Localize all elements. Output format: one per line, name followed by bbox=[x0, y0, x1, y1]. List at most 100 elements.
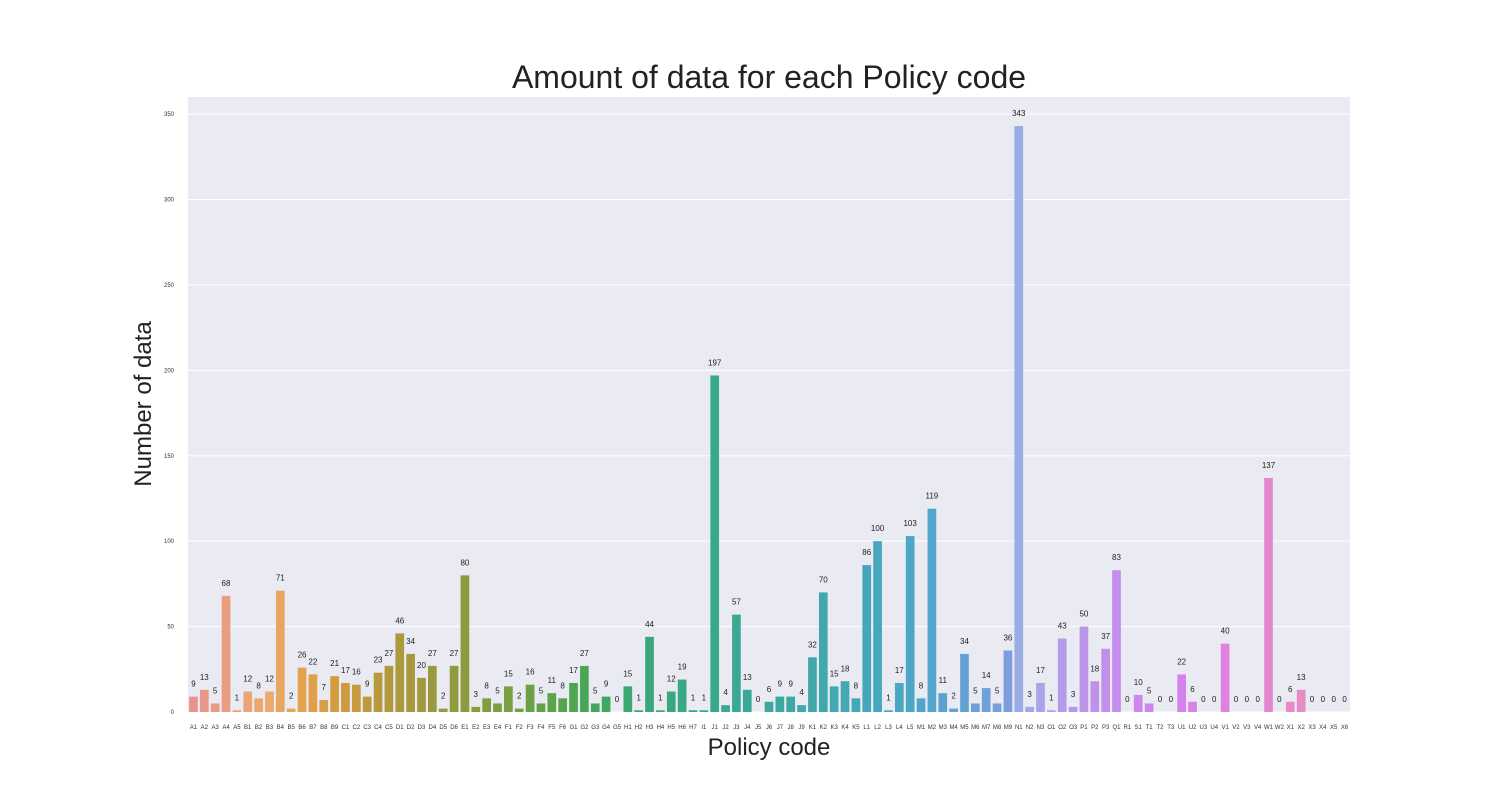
bar-D1 bbox=[395, 633, 405, 712]
x-tick-label-V1: V1 bbox=[1221, 725, 1229, 731]
bar-H4 bbox=[656, 710, 665, 712]
x-tick-label-B3: B3 bbox=[266, 725, 274, 731]
x-tick-label-D2: D2 bbox=[407, 725, 415, 731]
bar-M6 bbox=[970, 703, 980, 712]
x-tick-label-M9: M9 bbox=[1004, 725, 1013, 731]
bar-J7 bbox=[775, 696, 785, 712]
x-tick-label-D3: D3 bbox=[418, 725, 426, 731]
data-label-F5: 11 bbox=[548, 676, 557, 685]
bar-C2 bbox=[351, 684, 361, 712]
data-label-J2: 4 bbox=[723, 688, 728, 697]
bar-I1 bbox=[699, 710, 709, 712]
bar-N3 bbox=[1036, 682, 1045, 712]
bar-H7 bbox=[688, 710, 698, 712]
x-tick-label-A2: A2 bbox=[201, 725, 209, 731]
data-label-C5: 27 bbox=[384, 649, 393, 658]
data-label-U1: 22 bbox=[1177, 657, 1186, 666]
x-tick-label-A4: A4 bbox=[222, 725, 230, 731]
x-tick-label-J9: J9 bbox=[798, 725, 805, 731]
x-tick-label-D5: D5 bbox=[439, 725, 447, 731]
data-label-L4: 17 bbox=[895, 666, 904, 675]
bar-D4 bbox=[428, 665, 437, 712]
data-label-D2: 34 bbox=[406, 637, 415, 646]
x-axis-ticks: A1 A2 A3 A4 A5 B1 B2 B3 B4 B5 B6 B7 B8 B9 C1 C2 C3 C4 C5 D1… bbox=[190, 725, 1349, 731]
x-tick-label-C4: C4 bbox=[374, 725, 382, 731]
x-tick-label-L1: L1 bbox=[863, 725, 870, 731]
data-label-U2: 6 bbox=[1190, 685, 1195, 694]
data-label-A2: 13 bbox=[200, 673, 209, 682]
data-label-J3: 57 bbox=[732, 598, 741, 607]
x-tick-label-E1: E1 bbox=[461, 725, 469, 731]
bar-J4 bbox=[742, 689, 752, 712]
x-tick-label-T3: T3 bbox=[1167, 725, 1175, 731]
data-label-K1: 32 bbox=[808, 640, 817, 649]
bar-O1 bbox=[1047, 710, 1056, 712]
x-tick-label-G2: G2 bbox=[580, 725, 589, 731]
data-label-H4: 1 bbox=[658, 693, 663, 702]
data-label-D4: 27 bbox=[428, 649, 437, 658]
bar-Q1 bbox=[1112, 570, 1121, 712]
x-tick-label-M8: M8 bbox=[993, 725, 1002, 731]
data-label-H5: 12 bbox=[667, 675, 676, 684]
x-tick-label-H2: H2 bbox=[635, 725, 643, 731]
data-label-K5: 8 bbox=[854, 681, 859, 690]
bar-H2 bbox=[634, 710, 644, 712]
x-tick-label-Q1: Q1 bbox=[1113, 725, 1122, 731]
x-tick-label-E4: E4 bbox=[494, 725, 502, 731]
bar-K1 bbox=[808, 657, 817, 712]
data-label-A3: 5 bbox=[213, 686, 218, 695]
bar-B3 bbox=[265, 691, 274, 712]
bar-B2 bbox=[254, 698, 263, 712]
y-tick-label: 350 bbox=[164, 112, 175, 118]
bar-G4 bbox=[601, 696, 611, 712]
chart-title: Amount of data for each Policy code bbox=[512, 59, 1026, 95]
x-tick-label-U4: U4 bbox=[1210, 725, 1218, 731]
data-label-D5: 2 bbox=[441, 692, 446, 701]
x-tick-label-L3: L3 bbox=[885, 725, 892, 731]
bar-F1 bbox=[504, 686, 513, 712]
data-label-X4: 0 bbox=[1321, 695, 1326, 704]
bar-K5 bbox=[851, 698, 861, 712]
bar-B4 bbox=[275, 590, 285, 712]
x-tick-label-E2: E2 bbox=[472, 725, 480, 731]
x-tick-label-G1: G1 bbox=[570, 725, 579, 731]
data-label-J6: 6 bbox=[767, 685, 772, 694]
bar-P3 bbox=[1101, 648, 1110, 712]
bar-E4 bbox=[493, 703, 502, 712]
x-tick-label-G4: G4 bbox=[602, 725, 611, 731]
y-tick-label: 200 bbox=[164, 368, 175, 374]
bar-L3 bbox=[884, 710, 893, 712]
data-label-B5: 2 bbox=[289, 692, 294, 701]
data-label-E3: 8 bbox=[484, 681, 489, 690]
data-label-C4: 23 bbox=[374, 656, 383, 665]
data-label-G3: 5 bbox=[593, 686, 598, 695]
x-tick-label-A5: A5 bbox=[233, 725, 241, 731]
x-tick-label-H6: H6 bbox=[678, 725, 686, 731]
x-tick-label-B9: B9 bbox=[331, 725, 339, 731]
x-tick-label-R1: R1 bbox=[1124, 725, 1132, 731]
bar-L2 bbox=[873, 541, 882, 712]
data-label-M4: 2 bbox=[951, 692, 956, 701]
y-axis-label: Number of data bbox=[130, 321, 157, 487]
bar-T1 bbox=[1144, 703, 1154, 712]
y-tick-label: 50 bbox=[167, 625, 174, 631]
bar-J2 bbox=[721, 705, 730, 712]
bar-A5 bbox=[232, 710, 242, 712]
data-label-B4: 71 bbox=[276, 574, 285, 583]
x-tick-label-T1: T1 bbox=[1146, 725, 1154, 731]
data-label-M8: 5 bbox=[995, 686, 1000, 695]
data-label-G4: 9 bbox=[604, 680, 609, 689]
x-tick-label-G5: G5 bbox=[613, 725, 622, 731]
y-tick-label: 0 bbox=[171, 710, 175, 716]
bar-M8 bbox=[992, 703, 1002, 712]
bar-W1 bbox=[1264, 477, 1273, 712]
data-label-V2: 0 bbox=[1234, 695, 1239, 704]
x-tick-label-X5: X5 bbox=[1330, 725, 1338, 731]
data-label-C2: 16 bbox=[352, 668, 361, 677]
x-tick-label-N3: N3 bbox=[1037, 725, 1045, 731]
y-axis-ticks: 0 50 100 150 200 250 300 350 bbox=[164, 112, 175, 716]
bar-E3 bbox=[482, 698, 491, 712]
x-tick-label-V2: V2 bbox=[1232, 725, 1240, 731]
x-tick-label-H7: H7 bbox=[689, 725, 697, 731]
